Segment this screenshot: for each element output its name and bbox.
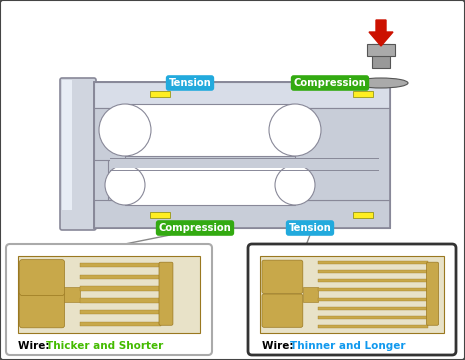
Bar <box>318 288 428 291</box>
Bar <box>318 279 428 282</box>
FancyBboxPatch shape <box>20 260 65 296</box>
Bar <box>318 325 428 328</box>
Bar <box>80 310 160 314</box>
Ellipse shape <box>269 104 321 156</box>
FancyBboxPatch shape <box>262 294 303 327</box>
Bar <box>94 215 390 228</box>
Text: Compression: Compression <box>293 78 366 88</box>
Polygon shape <box>94 82 390 108</box>
FancyArrow shape <box>369 20 393 46</box>
Bar <box>318 316 428 319</box>
Bar <box>18 256 200 333</box>
Bar <box>318 307 428 310</box>
Bar <box>353 91 373 97</box>
Bar <box>367 44 395 56</box>
Text: Compression: Compression <box>159 223 232 233</box>
Text: Thicker and Shorter: Thicker and Shorter <box>46 341 163 351</box>
Ellipse shape <box>354 78 408 88</box>
Bar <box>64 287 80 302</box>
FancyBboxPatch shape <box>60 78 96 230</box>
Bar <box>94 82 390 95</box>
Polygon shape <box>94 200 390 228</box>
Bar <box>80 275 160 279</box>
FancyBboxPatch shape <box>426 262 438 325</box>
Bar <box>372 44 390 68</box>
FancyBboxPatch shape <box>248 244 456 355</box>
Bar <box>94 82 390 228</box>
Text: Wire:: Wire: <box>18 341 53 351</box>
Ellipse shape <box>99 104 151 156</box>
Bar <box>303 287 318 302</box>
Text: Wire:: Wire: <box>262 341 297 351</box>
Polygon shape <box>108 108 390 200</box>
Ellipse shape <box>105 165 145 205</box>
Bar <box>80 263 160 267</box>
Bar <box>80 321 160 326</box>
Bar <box>318 270 428 273</box>
FancyBboxPatch shape <box>20 292 65 328</box>
Text: Tension: Tension <box>289 223 332 233</box>
Bar <box>318 298 428 301</box>
Bar <box>353 212 373 218</box>
Text: Tension: Tension <box>169 78 212 88</box>
Polygon shape <box>94 108 125 160</box>
Bar <box>260 256 444 333</box>
Bar <box>125 104 295 156</box>
Text: Thinner and Longer: Thinner and Longer <box>290 341 405 351</box>
Bar <box>62 80 72 210</box>
Bar <box>80 287 160 291</box>
Bar <box>80 298 160 303</box>
Bar <box>318 261 428 264</box>
Bar <box>150 212 170 218</box>
Ellipse shape <box>275 165 315 205</box>
FancyBboxPatch shape <box>159 262 173 325</box>
Bar <box>125 165 295 205</box>
Bar <box>94 82 390 228</box>
Bar <box>110 158 378 168</box>
Bar <box>150 91 170 97</box>
FancyBboxPatch shape <box>6 244 212 355</box>
FancyBboxPatch shape <box>262 260 303 293</box>
